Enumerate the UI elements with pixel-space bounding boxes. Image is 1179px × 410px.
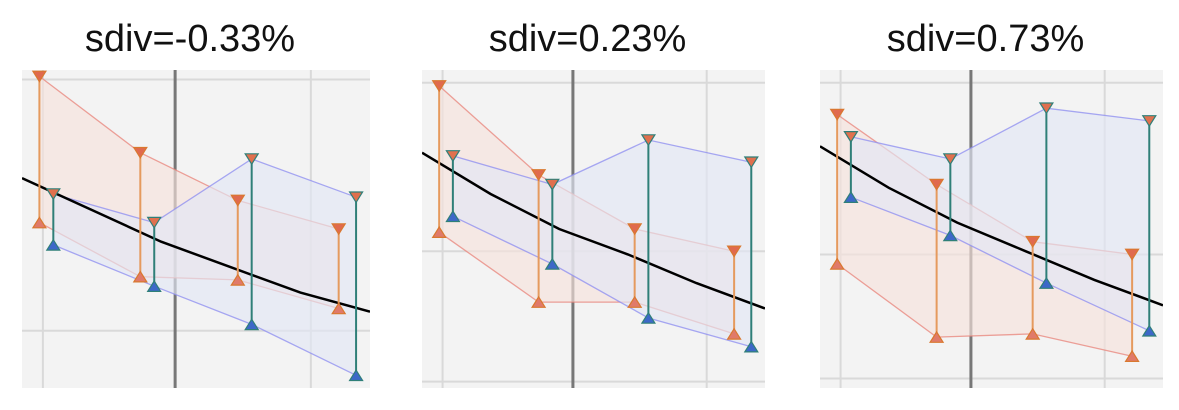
- chart-svg: [422, 70, 765, 388]
- orange-lower-marker: [331, 302, 347, 315]
- orange-upper-marker: [31, 70, 47, 83]
- orange-upper-marker: [1025, 235, 1041, 249]
- orange-lower-marker: [1025, 327, 1041, 340]
- band-b-fill: [53, 159, 357, 376]
- teal-upper-marker: [743, 156, 759, 169]
- teal-upper-marker: [942, 153, 958, 166]
- teal-upper-marker: [1141, 115, 1157, 128]
- teal-upper-marker: [348, 191, 364, 204]
- orange-lower-marker: [531, 295, 547, 308]
- orange-upper-marker: [829, 108, 845, 121]
- panel-title: sdiv=-0.33%: [84, 18, 296, 60]
- plot-area: [422, 70, 765, 388]
- band-b-upper-line: [53, 158, 357, 224]
- band-a-lower-line: [836, 263, 1133, 357]
- chart-svg: [820, 70, 1163, 388]
- teal-upper-marker: [45, 188, 61, 201]
- orange-upper-marker: [1124, 248, 1140, 261]
- teal-lower-marker: [743, 340, 759, 353]
- orange-lower-marker: [929, 330, 945, 343]
- panel-title: sdiv=0.73%: [886, 18, 1085, 60]
- band-b-fill: [850, 108, 1150, 331]
- teal-lower-marker: [942, 229, 958, 242]
- trend-line: [422, 151, 765, 310]
- orange-upper-marker: [726, 245, 742, 258]
- teal-upper-marker: [843, 130, 859, 144]
- chart-panel-1: sdiv=-0.33%: [10, 0, 370, 410]
- orange-lower-marker: [31, 216, 47, 229]
- teal-lower-marker: [146, 279, 162, 292]
- panel-title: sdiv=0.23%: [488, 18, 687, 60]
- teal-lower-marker: [843, 190, 859, 203]
- orange-upper-marker: [627, 223, 643, 236]
- plot-area: [22, 70, 370, 388]
- orange-lower-marker: [230, 273, 246, 286]
- teal-lower-marker: [244, 318, 260, 331]
- orange-upper-marker: [929, 178, 945, 191]
- band-b-lower-line: [452, 215, 752, 348]
- teal-upper-marker: [244, 153, 260, 166]
- trend-line: [820, 145, 1163, 307]
- plot-area: [820, 70, 1163, 388]
- chart-panel-3: sdiv=0.73%: [808, 0, 1163, 410]
- band-b-fill: [452, 140, 752, 347]
- orange-upper-marker: [132, 146, 148, 160]
- teal-lower-marker: [445, 209, 461, 223]
- chart-panel-2: sdiv=0.23%: [410, 0, 765, 410]
- band-b-upper-line: [452, 139, 752, 186]
- band-b-upper-line: [850, 107, 1150, 160]
- teal-upper-marker: [1038, 102, 1054, 115]
- trend-line: [22, 176, 370, 313]
- orange-upper-marker: [431, 80, 447, 93]
- teal-lower-marker: [348, 368, 364, 382]
- orange-upper-marker: [331, 223, 347, 236]
- teal-lower-marker: [640, 311, 656, 324]
- orange-upper-marker: [531, 169, 547, 182]
- band-b-lower-line: [850, 196, 1150, 332]
- teal-lower-marker: [544, 257, 560, 270]
- teal-lower-marker: [1141, 324, 1157, 337]
- teal-lower-marker: [45, 238, 61, 251]
- orange-lower-marker: [1124, 349, 1140, 362]
- teal-upper-marker: [640, 134, 656, 147]
- teal-lower-marker: [1038, 276, 1054, 289]
- chart-svg: [22, 70, 370, 388]
- teal-upper-marker: [445, 150, 461, 163]
- orange-lower-marker: [829, 257, 845, 270]
- teal-upper-marker: [544, 178, 560, 191]
- orange-lower-marker: [627, 295, 643, 308]
- teal-upper-marker: [146, 216, 162, 229]
- orange-upper-marker: [230, 194, 246, 207]
- orange-lower-marker: [132, 270, 148, 283]
- band-b-lower-line: [53, 244, 357, 376]
- orange-lower-marker: [726, 327, 742, 340]
- orange-lower-marker: [431, 225, 447, 238]
